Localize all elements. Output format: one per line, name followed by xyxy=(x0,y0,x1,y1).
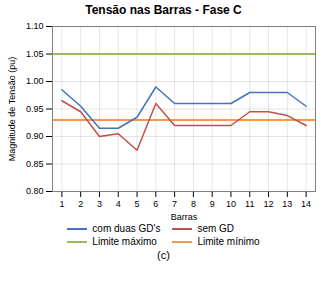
svg-text:Magnitude de Tensão (pu): Magnitude de Tensão (pu) xyxy=(7,57,17,161)
svg-text:0.90: 0.90 xyxy=(26,131,44,141)
html-text:com duas GD's: com duas GD's xyxy=(92,223,161,234)
svg-text:14: 14 xyxy=(301,199,311,209)
svg-text:10: 10 xyxy=(226,199,236,209)
svg-text:2: 2 xyxy=(78,199,83,209)
svg-text:13: 13 xyxy=(282,199,292,209)
html-text:Tensão nas Barras - Fase C: Tensão nas Barras - Fase C xyxy=(85,3,242,17)
svg-text:1.05: 1.05 xyxy=(26,49,44,59)
html-text:(c): (c) xyxy=(157,249,170,261)
svg-text:1.00: 1.00 xyxy=(26,76,44,86)
svg-text:8: 8 xyxy=(191,199,196,209)
svg-text:4: 4 xyxy=(116,199,121,209)
svg-text:1: 1 xyxy=(59,199,64,209)
html-text:Limite mínimo: Limite mínimo xyxy=(197,236,260,247)
svg-text:0.80: 0.80 xyxy=(26,186,44,196)
svg-text:11: 11 xyxy=(245,199,254,209)
svg-text:0.95: 0.95 xyxy=(26,104,44,114)
svg-text:0.85: 0.85 xyxy=(26,159,44,169)
svg-text:3: 3 xyxy=(97,199,102,209)
svg-text:7: 7 xyxy=(172,199,177,209)
html-text:sem GD: sem GD xyxy=(197,223,235,234)
svg-text:12: 12 xyxy=(264,199,274,209)
svg-text:5: 5 xyxy=(135,199,140,209)
html-text:Limite máximo: Limite máximo xyxy=(92,236,157,247)
svg-text:Barras: Barras xyxy=(171,212,198,222)
svg-text:1.10: 1.10 xyxy=(26,21,44,31)
svg-text:9: 9 xyxy=(210,199,215,209)
svg-text:6: 6 xyxy=(153,199,158,209)
